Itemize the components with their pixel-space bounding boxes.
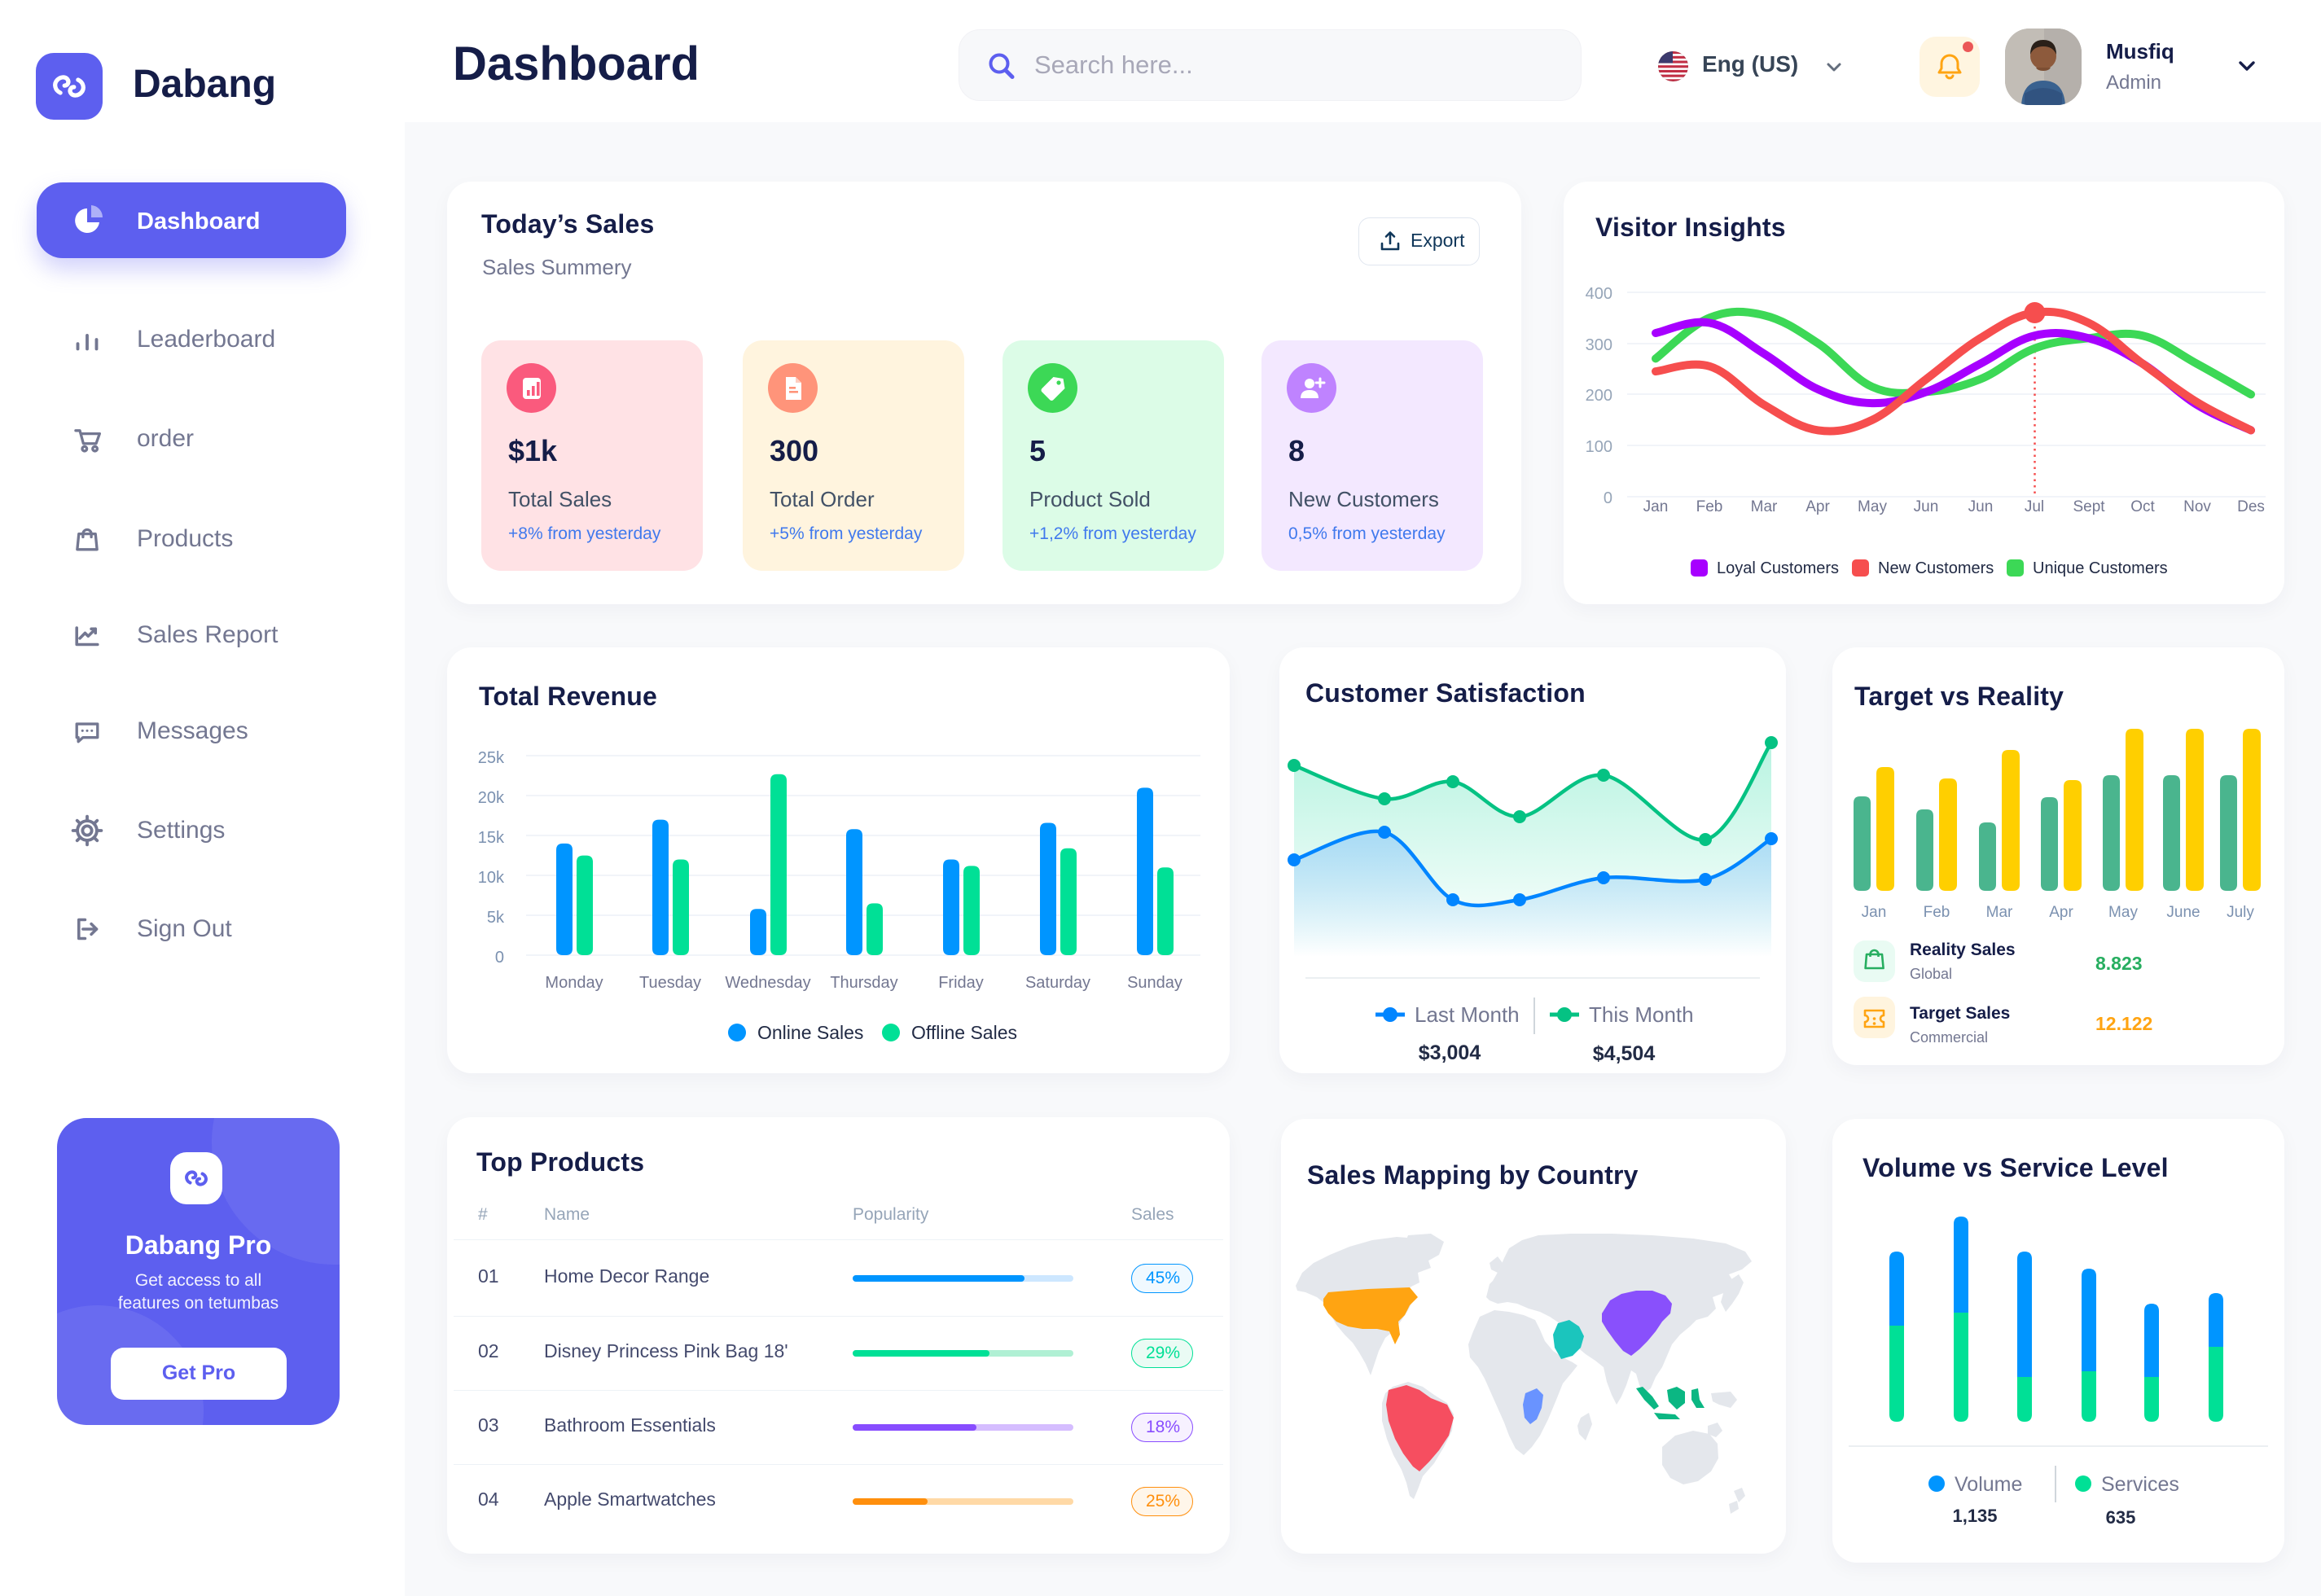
svg-text:May: May (1858, 498, 1887, 515)
svg-text:12.122: 12.122 (2095, 1013, 2152, 1034)
svg-text:Global: Global (1910, 966, 1952, 982)
svg-text:June: June (2166, 904, 2200, 921)
svg-text:8.823: 8.823 (2095, 953, 2143, 974)
svg-text:Sept: Sept (2073, 498, 2105, 515)
svg-text:Loyal Customers: Loyal Customers (1717, 559, 1839, 577)
svg-text:Jan: Jan (1862, 904, 1887, 921)
svg-text:Tuesday: Tuesday (639, 974, 701, 992)
svg-text:Apr: Apr (2049, 904, 2073, 921)
svg-text:This Month: This Month (1589, 1002, 1694, 1027)
svg-text:Mar: Mar (1986, 904, 2013, 921)
svg-text:Apr: Apr (1805, 498, 1830, 515)
svg-text:Last Month: Last Month (1415, 1002, 1520, 1027)
svg-text:0: 0 (495, 949, 504, 967)
svg-text:Mar: Mar (1751, 498, 1778, 515)
svg-text:New Customers: New Customers (1878, 559, 1994, 577)
svg-text:Commercial: Commercial (1910, 1029, 1988, 1046)
svg-text:Sunday: Sunday (1127, 974, 1182, 992)
svg-text:Services: Services (2101, 1473, 2179, 1496)
svg-text:Jun: Jun (1914, 498, 1939, 515)
svg-text:Wednesday: Wednesday (725, 974, 810, 992)
svg-text:Volume: Volume (1955, 1473, 2022, 1496)
svg-text:Monday: Monday (545, 974, 603, 992)
svg-text:Jan: Jan (1643, 498, 1669, 515)
svg-text:$3,004: $3,004 (1419, 1041, 1481, 1064)
svg-text:0: 0 (1604, 489, 1612, 507)
svg-text:15k: 15k (478, 829, 505, 847)
svg-text:Saturday: Saturday (1025, 974, 1090, 992)
svg-text:Jul: Jul (2025, 498, 2044, 515)
svg-text:Jun: Jun (1968, 498, 1994, 515)
svg-text:Nov: Nov (2183, 498, 2211, 515)
svg-text:Oct: Oct (2130, 498, 2155, 515)
svg-text:635: 635 (2106, 1507, 2136, 1528)
svg-text:Feb: Feb (1924, 904, 1950, 921)
svg-text:Target Sales: Target Sales (1910, 1004, 2010, 1023)
svg-text:5k: 5k (487, 909, 505, 927)
svg-text:1,135: 1,135 (1952, 1506, 1997, 1526)
svg-text:Des: Des (2237, 498, 2265, 515)
svg-text:July: July (2227, 904, 2254, 921)
svg-text:300: 300 (1586, 336, 1612, 354)
svg-text:$4,504: $4,504 (1593, 1042, 1656, 1065)
svg-text:20k: 20k (478, 789, 505, 807)
svg-text:Unique Customers: Unique Customers (2033, 559, 2168, 577)
svg-text:100: 100 (1586, 438, 1612, 456)
svg-text:25k: 25k (478, 749, 505, 767)
svg-text:May: May (2108, 904, 2138, 921)
svg-text:10k: 10k (478, 869, 505, 887)
svg-text:Friday: Friday (938, 974, 984, 992)
svg-text:Feb: Feb (1696, 498, 1723, 515)
svg-text:Reality Sales: Reality Sales (1910, 940, 2016, 959)
svg-text:Online Sales: Online Sales (757, 1022, 863, 1043)
svg-text:400: 400 (1586, 285, 1612, 303)
svg-text:Offline Sales: Offline Sales (911, 1022, 1017, 1043)
svg-text:200: 200 (1586, 387, 1612, 405)
svg-text:Thursday: Thursday (830, 974, 897, 992)
